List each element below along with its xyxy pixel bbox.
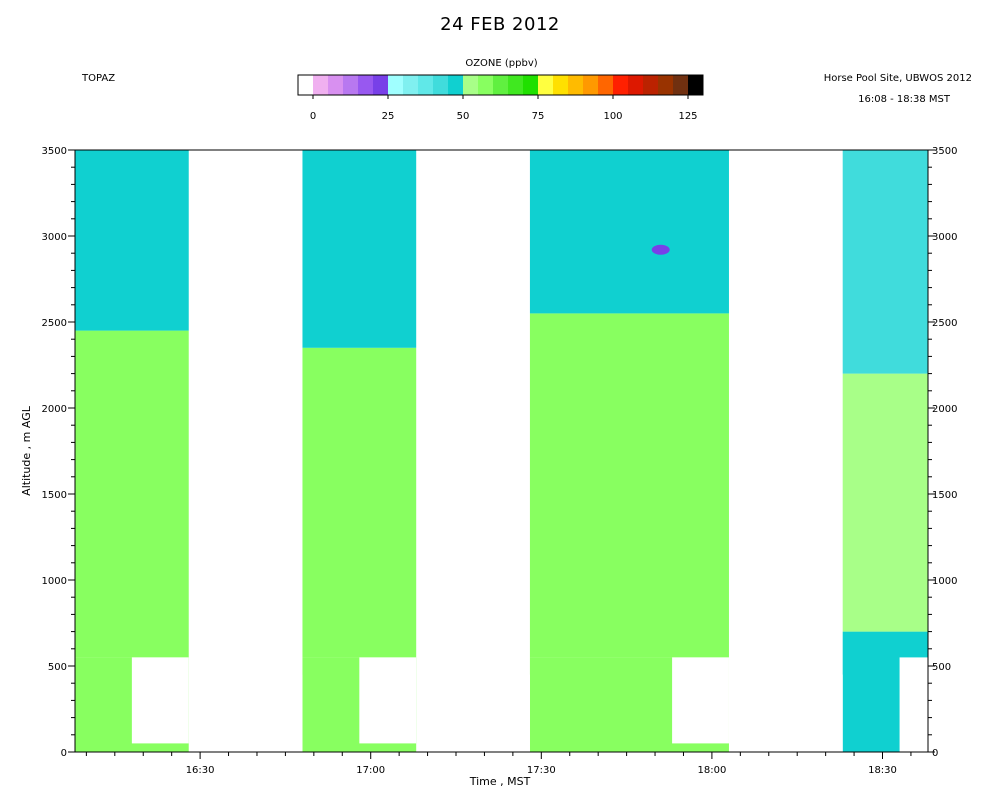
colorbar-bin (433, 75, 449, 95)
missing-data-gap (444, 674, 530, 752)
missing-data-gaps (131, 657, 928, 752)
ozone-layer-cell (529, 150, 729, 314)
ozone-layer-cell (75, 150, 189, 331)
colorbar-bin (313, 75, 329, 95)
y-tick-label-left: 2000 (42, 404, 67, 415)
y-tick-label-left: 2500 (42, 318, 67, 329)
x-tick-label: 17:30 (527, 765, 556, 776)
y-tick-label-right: 0 (932, 748, 938, 759)
y-tick-label-left: 3000 (42, 232, 67, 243)
colorbar-bin (298, 75, 314, 95)
colorbar-bin (448, 75, 464, 95)
x-axis: 16:30 17:00 17:30 18:00 18:30 (85, 752, 912, 776)
colorbar-bin (508, 75, 524, 95)
colorbar-bin (493, 75, 509, 95)
y-tick-label-right: 3500 (932, 146, 957, 157)
colorbar-frame (297, 74, 704, 96)
colorbar-bin (478, 75, 494, 95)
colorbar-bin (658, 75, 674, 95)
y-axis-left: 0 500 1000 1500 2000 2500 3000 3500 (42, 146, 75, 759)
y-tick-label-left: 0 (61, 748, 67, 759)
colorbar-bin (598, 75, 614, 95)
missing-data-gap (672, 657, 729, 744)
y-tick-label-right: 1500 (932, 490, 957, 501)
ozone-layer-cell (302, 347, 417, 658)
colorbar-bin (568, 75, 584, 95)
colorbar-tick-label: 50 (457, 111, 470, 122)
missing-data-gap (359, 657, 417, 744)
y-tick-label-left: 500 (48, 662, 67, 673)
ozone-layer-cell (842, 373, 928, 632)
colorbar-bin (358, 75, 374, 95)
ozone-field (75, 150, 928, 752)
x-tick-label: 17:00 (356, 765, 385, 776)
colorbar-tick-label: 125 (678, 111, 697, 122)
instrument-label: TOPAZ (82, 73, 116, 84)
colorbar-bin (388, 75, 404, 95)
colorbar-ticks: 0 25 50 75 100 125 (310, 95, 698, 122)
time-span-label: 16:08 - 18:38 MST (858, 94, 950, 105)
colorbar-tick-label: 0 (310, 111, 316, 122)
y-tick-label-right: 2000 (932, 404, 957, 415)
y-tick-label-right: 1000 (932, 576, 957, 587)
site-label: Horse Pool Site, UBWOS 2012 (823, 73, 972, 84)
colorbar-bin (418, 75, 434, 95)
x-tick-label: 18:00 (697, 765, 726, 776)
colorbar-tick-label: 100 (603, 111, 622, 122)
x-axis-label: Time , MST (469, 775, 531, 788)
ozone-layer-cell (529, 313, 729, 658)
colorbar-bin (613, 75, 629, 95)
y-tick-label-left: 1000 (42, 576, 67, 587)
x-tick-label: 18:30 (868, 765, 897, 776)
plot-frame (74, 149, 929, 753)
colorbar-bin (673, 75, 689, 95)
ozone-layer-cell (842, 150, 928, 374)
colorbar-bin (628, 75, 644, 95)
colorbar-bin (343, 75, 359, 95)
missing-data-gap (217, 674, 303, 752)
colorbar-bin (373, 75, 389, 95)
ozone-min-spot (651, 244, 670, 255)
y-tick-label-right: 2500 (932, 318, 957, 329)
colorbar-bin (538, 75, 554, 95)
colorbar-tick-label: 25 (382, 111, 395, 122)
colorbar-bin (688, 75, 704, 95)
missing-data-gap (757, 674, 843, 752)
colorbar-bin (583, 75, 599, 95)
y-tick-label-left: 3500 (42, 146, 67, 157)
y-tick-label-right: 3000 (932, 232, 957, 243)
y-tick-label-right: 500 (932, 662, 951, 673)
ozone-layer-cell (75, 330, 189, 658)
colorbar-title: OZONE (ppbv) (465, 58, 538, 69)
y-axis-label: Altitude , m AGL (20, 405, 33, 496)
x-tick-label: 16:30 (186, 765, 215, 776)
ozone-layer-cell (302, 150, 417, 348)
colorbar-tick-label: 75 (532, 111, 545, 122)
colorbar-bin (643, 75, 659, 95)
colorbar-bin (403, 75, 419, 95)
annotations (651, 244, 670, 255)
chart-title: 24 FEB 2012 (440, 14, 560, 35)
y-axis-right: 0 500 1000 1500 2000 2500 3000 3500 (928, 146, 957, 759)
colorbar-bin (523, 75, 539, 95)
missing-data-gap (131, 657, 189, 744)
colorbar (297, 74, 704, 96)
colorbar-bin (553, 75, 569, 95)
y-tick-label-left: 1500 (42, 490, 67, 501)
colorbar-bin (328, 75, 344, 95)
missing-data-gap (899, 657, 928, 752)
colorbar-bin (463, 75, 479, 95)
